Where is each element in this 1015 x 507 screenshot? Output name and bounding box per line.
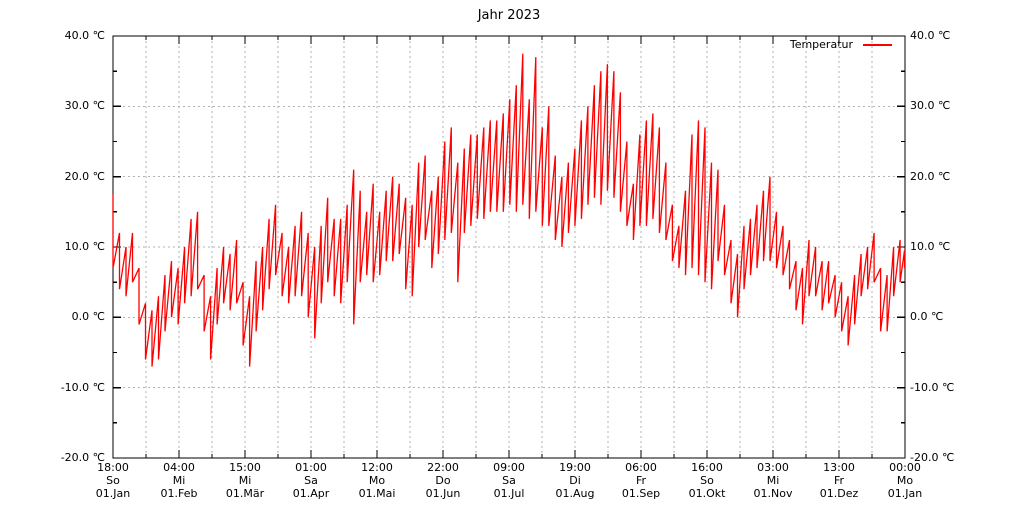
- x-tick-time-label: 12:00: [361, 461, 393, 474]
- x-axis-label: 12:00 Mo 01.Mai: [344, 461, 410, 500]
- y-axis-label-left: 40.0 ℃: [64, 29, 105, 42]
- x-tick-day-label: Sa: [304, 474, 318, 487]
- x-tick-date-label: 01.Jan: [887, 487, 923, 500]
- x-tick-date-label: 01.Mär: [225, 487, 265, 500]
- x-axis-label: 15:00 Mi 01.Mär: [212, 461, 278, 500]
- x-tick-date-label: 01.Sep: [621, 487, 661, 500]
- x-tick-time-label: 16:00: [691, 461, 723, 474]
- x-tick-day-label: Fr: [833, 474, 845, 487]
- y-axis-label-left: -10.0 ℃: [60, 380, 105, 394]
- legend-line-sample: [863, 44, 892, 46]
- temperature-series-line: [112, 53, 906, 367]
- y-axis-label-left: -20.0 ℃: [60, 451, 105, 464]
- x-axis-label: 13:00 Fr 01.Dez: [806, 461, 872, 500]
- x-axis-label: 22:00 Do 01.Jun: [410, 461, 476, 500]
- x-tick-day-label: So: [700, 474, 714, 487]
- x-tick-day-label: Di: [569, 474, 581, 487]
- x-tick-date-label: 01.Feb: [160, 487, 198, 500]
- x-tick-date-label: 01.Mai: [358, 487, 396, 500]
- x-tick-day-label: So: [106, 474, 120, 487]
- x-tick-day-label: Sa: [502, 474, 516, 487]
- x-tick-day-label: Mo: [368, 474, 386, 487]
- y-axis-label-left: 20.0 ℃: [64, 169, 105, 183]
- x-axis-label: 06:00 Fr 01.Sep: [608, 461, 674, 500]
- y-axis-label-right: 10.0 ℃: [910, 240, 951, 253]
- x-tick-day-label: Mi: [766, 474, 780, 487]
- y-axis-label-right: 30.0 ℃: [910, 99, 951, 113]
- y-axis-label-left: 10.0 ℃: [64, 240, 105, 253]
- x-tick-day-label: Mo: [896, 474, 914, 487]
- y-axis-label-right: 40.0 ℃: [910, 29, 951, 42]
- y-axis-label-right: 0.0 ℃: [910, 310, 944, 324]
- y-axis-label-right: 20.0 ℃: [910, 169, 951, 183]
- x-tick-date-label: 01.Apr: [292, 487, 330, 500]
- x-tick-date-label: 01.Aug: [555, 487, 595, 500]
- x-tick-date-label: 01.Okt: [688, 487, 726, 500]
- x-tick-time-label: 04:00: [163, 461, 195, 474]
- y-axis-label-left: 30.0 ℃: [64, 99, 105, 113]
- x-tick-date-label: 01.Jun: [425, 487, 461, 500]
- chart-title: Jahr 2023: [477, 8, 541, 23]
- x-axis-label: 09:00 Sa 01.Jul: [476, 461, 542, 500]
- x-tick-time-label: 13:00: [823, 461, 855, 474]
- y-axis-label-right: -20.0 ℃: [910, 451, 955, 464]
- x-tick-time-label: 19:00: [559, 461, 591, 474]
- x-axis-label: 03:00 Mi 01.Nov: [740, 461, 806, 500]
- x-axis-label: 18:00 So 01.Jan: [80, 461, 146, 500]
- x-tick-time-label: 18:00: [97, 461, 129, 474]
- x-tick-time-label: 06:00: [625, 461, 657, 474]
- x-tick-day-label: Mi: [172, 474, 186, 487]
- x-tick-date-label: 01.Dez: [819, 487, 859, 500]
- x-tick-time-label: 01:00: [295, 461, 327, 474]
- x-axis-label: 04:00 Mi 01.Feb: [146, 461, 212, 500]
- x-tick-day-label: Do: [435, 474, 451, 487]
- x-tick-date-label: 01.Jul: [493, 487, 525, 500]
- x-tick-time-label: 00:00: [889, 461, 921, 474]
- x-tick-date-label: 01.Jan: [95, 487, 131, 500]
- x-tick-day-label: Mi: [238, 474, 252, 487]
- x-axis-label: 01:00 Sa 01.Apr: [278, 461, 344, 500]
- x-axis-label: 19:00 Di 01.Aug: [542, 461, 608, 500]
- y-axis-label-right: -10.0 ℃: [910, 380, 955, 394]
- x-tick-time-label: 03:00: [757, 461, 789, 474]
- x-tick-date-label: 01.Nov: [753, 487, 793, 500]
- x-tick-time-label: 09:00: [493, 461, 525, 474]
- x-tick-time-label: 15:00: [229, 461, 261, 474]
- x-axis-label: 16:00 So 01.Okt: [674, 461, 740, 500]
- y-axis-label-left: 0.0 ℃: [71, 310, 105, 324]
- x-tick-time-label: 22:00: [427, 461, 459, 474]
- x-axis-label: 00:00 Mo 01.Jan: [872, 461, 938, 500]
- x-tick-day-label: Fr: [635, 474, 647, 487]
